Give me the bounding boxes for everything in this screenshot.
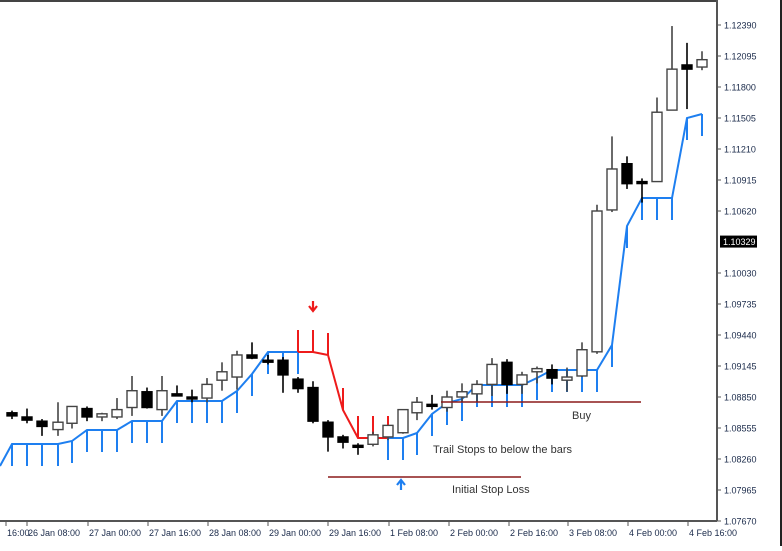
candle xyxy=(696,51,708,71)
candle xyxy=(397,408,409,434)
candle xyxy=(216,362,228,391)
signal-arrows xyxy=(308,301,406,490)
candle xyxy=(606,136,618,213)
arrow-down-icon xyxy=(308,301,318,313)
price-tick-label: 1.07670 xyxy=(724,517,757,527)
price-tick-label: 1.09735 xyxy=(724,300,757,310)
time-tick-label: 27 Jan 00:00 xyxy=(89,528,141,538)
candle xyxy=(456,383,468,403)
time-tick-label: 2 Feb 16:00 xyxy=(510,528,558,538)
current-price-badge xyxy=(720,235,757,248)
candle xyxy=(636,178,648,203)
candle xyxy=(156,375,168,416)
price-tick-label: 1.12390 xyxy=(724,21,757,31)
candle xyxy=(81,406,93,422)
candle xyxy=(246,342,258,360)
time-tick-label: 29 Jan 16:00 xyxy=(329,528,381,538)
price-axis: 1.12390 1.12095 1.11800 1.11505 1.11210 1.109… xyxy=(717,21,757,527)
annotation-initial-stop-loss: Initial Stop Loss xyxy=(452,484,530,496)
time-tick-label: 26 Jan 08:00 xyxy=(28,528,80,538)
price-tick-label: 1.09440 xyxy=(724,331,757,341)
candle xyxy=(6,410,18,420)
candle xyxy=(546,364,558,385)
price-tick-label: 1.09145 xyxy=(724,362,757,372)
candle xyxy=(21,408,33,424)
candle xyxy=(591,204,603,354)
candle xyxy=(141,387,153,409)
candle xyxy=(307,381,319,424)
trailing-stop-line xyxy=(388,113,703,439)
candle xyxy=(231,350,243,390)
time-tick-label: 27 Jan 16:00 xyxy=(149,528,201,538)
candle xyxy=(126,375,138,416)
candle xyxy=(531,366,543,384)
time-tick-label: 16:00 xyxy=(7,528,30,538)
annotation-buy: Buy xyxy=(572,410,591,422)
candle xyxy=(186,389,198,403)
candle xyxy=(486,358,498,396)
price-tick-label: 1.11800 xyxy=(724,83,756,93)
price-tick-label: 1.11505 xyxy=(724,114,756,124)
candle xyxy=(621,156,633,189)
time-tick-label: 1 Feb 08:00 xyxy=(390,528,438,538)
arrow-up-icon xyxy=(396,478,406,490)
time-tick-label: 28 Jan 08:00 xyxy=(209,528,261,538)
candle xyxy=(277,357,289,393)
price-tick-label: 1.10620 xyxy=(724,207,757,217)
time-tick-label: 29 Jan 00:00 xyxy=(269,528,321,538)
candle xyxy=(96,412,108,422)
time-tick-label: 3 Feb 08:00 xyxy=(569,528,617,538)
candle xyxy=(501,359,513,394)
time-tick-label: 2 Feb 00:00 xyxy=(450,528,498,538)
candle xyxy=(262,354,274,365)
candle xyxy=(471,380,483,403)
annotation-trail-stops: Trail Stops to below the bars xyxy=(433,444,572,456)
candle xyxy=(36,419,48,436)
candle xyxy=(322,420,334,452)
candle xyxy=(561,367,573,392)
candle xyxy=(411,397,423,421)
current-price-tag: 1.10329 xyxy=(720,235,757,248)
time-tick-label: 4 Feb 00:00 xyxy=(629,528,677,538)
candle xyxy=(337,434,349,449)
candle xyxy=(292,377,304,393)
candle xyxy=(681,42,693,110)
price-tick-label: 1.10030 xyxy=(724,269,757,279)
trailing-stop-lines xyxy=(0,113,703,467)
candle xyxy=(201,378,213,403)
candle xyxy=(171,385,183,397)
candle xyxy=(576,342,588,378)
candle xyxy=(426,394,438,410)
candle xyxy=(651,97,663,183)
price-tick-label: 1.07965 xyxy=(724,486,757,496)
candle xyxy=(367,431,379,447)
price-tick-label: 1.08260 xyxy=(724,455,757,465)
price-tick-label: 1.10915 xyxy=(724,176,757,186)
price-tick-label: 1.08555 xyxy=(724,424,757,434)
candle xyxy=(111,398,123,420)
candlesticks xyxy=(6,26,708,455)
candle xyxy=(352,443,364,455)
time-tick-label: 4 Feb 16:00 xyxy=(689,528,737,538)
candle xyxy=(52,402,64,436)
price-tick-label: 1.08850 xyxy=(724,393,757,403)
level-lines xyxy=(328,401,641,478)
candle xyxy=(666,26,678,111)
price-tick-label: 1.11210 xyxy=(724,145,756,155)
candle xyxy=(382,424,394,441)
current-price-label: 1.10329 xyxy=(723,237,756,247)
candle xyxy=(66,405,78,429)
candle xyxy=(516,371,528,394)
price-tick-label: 1.12095 xyxy=(724,52,757,62)
